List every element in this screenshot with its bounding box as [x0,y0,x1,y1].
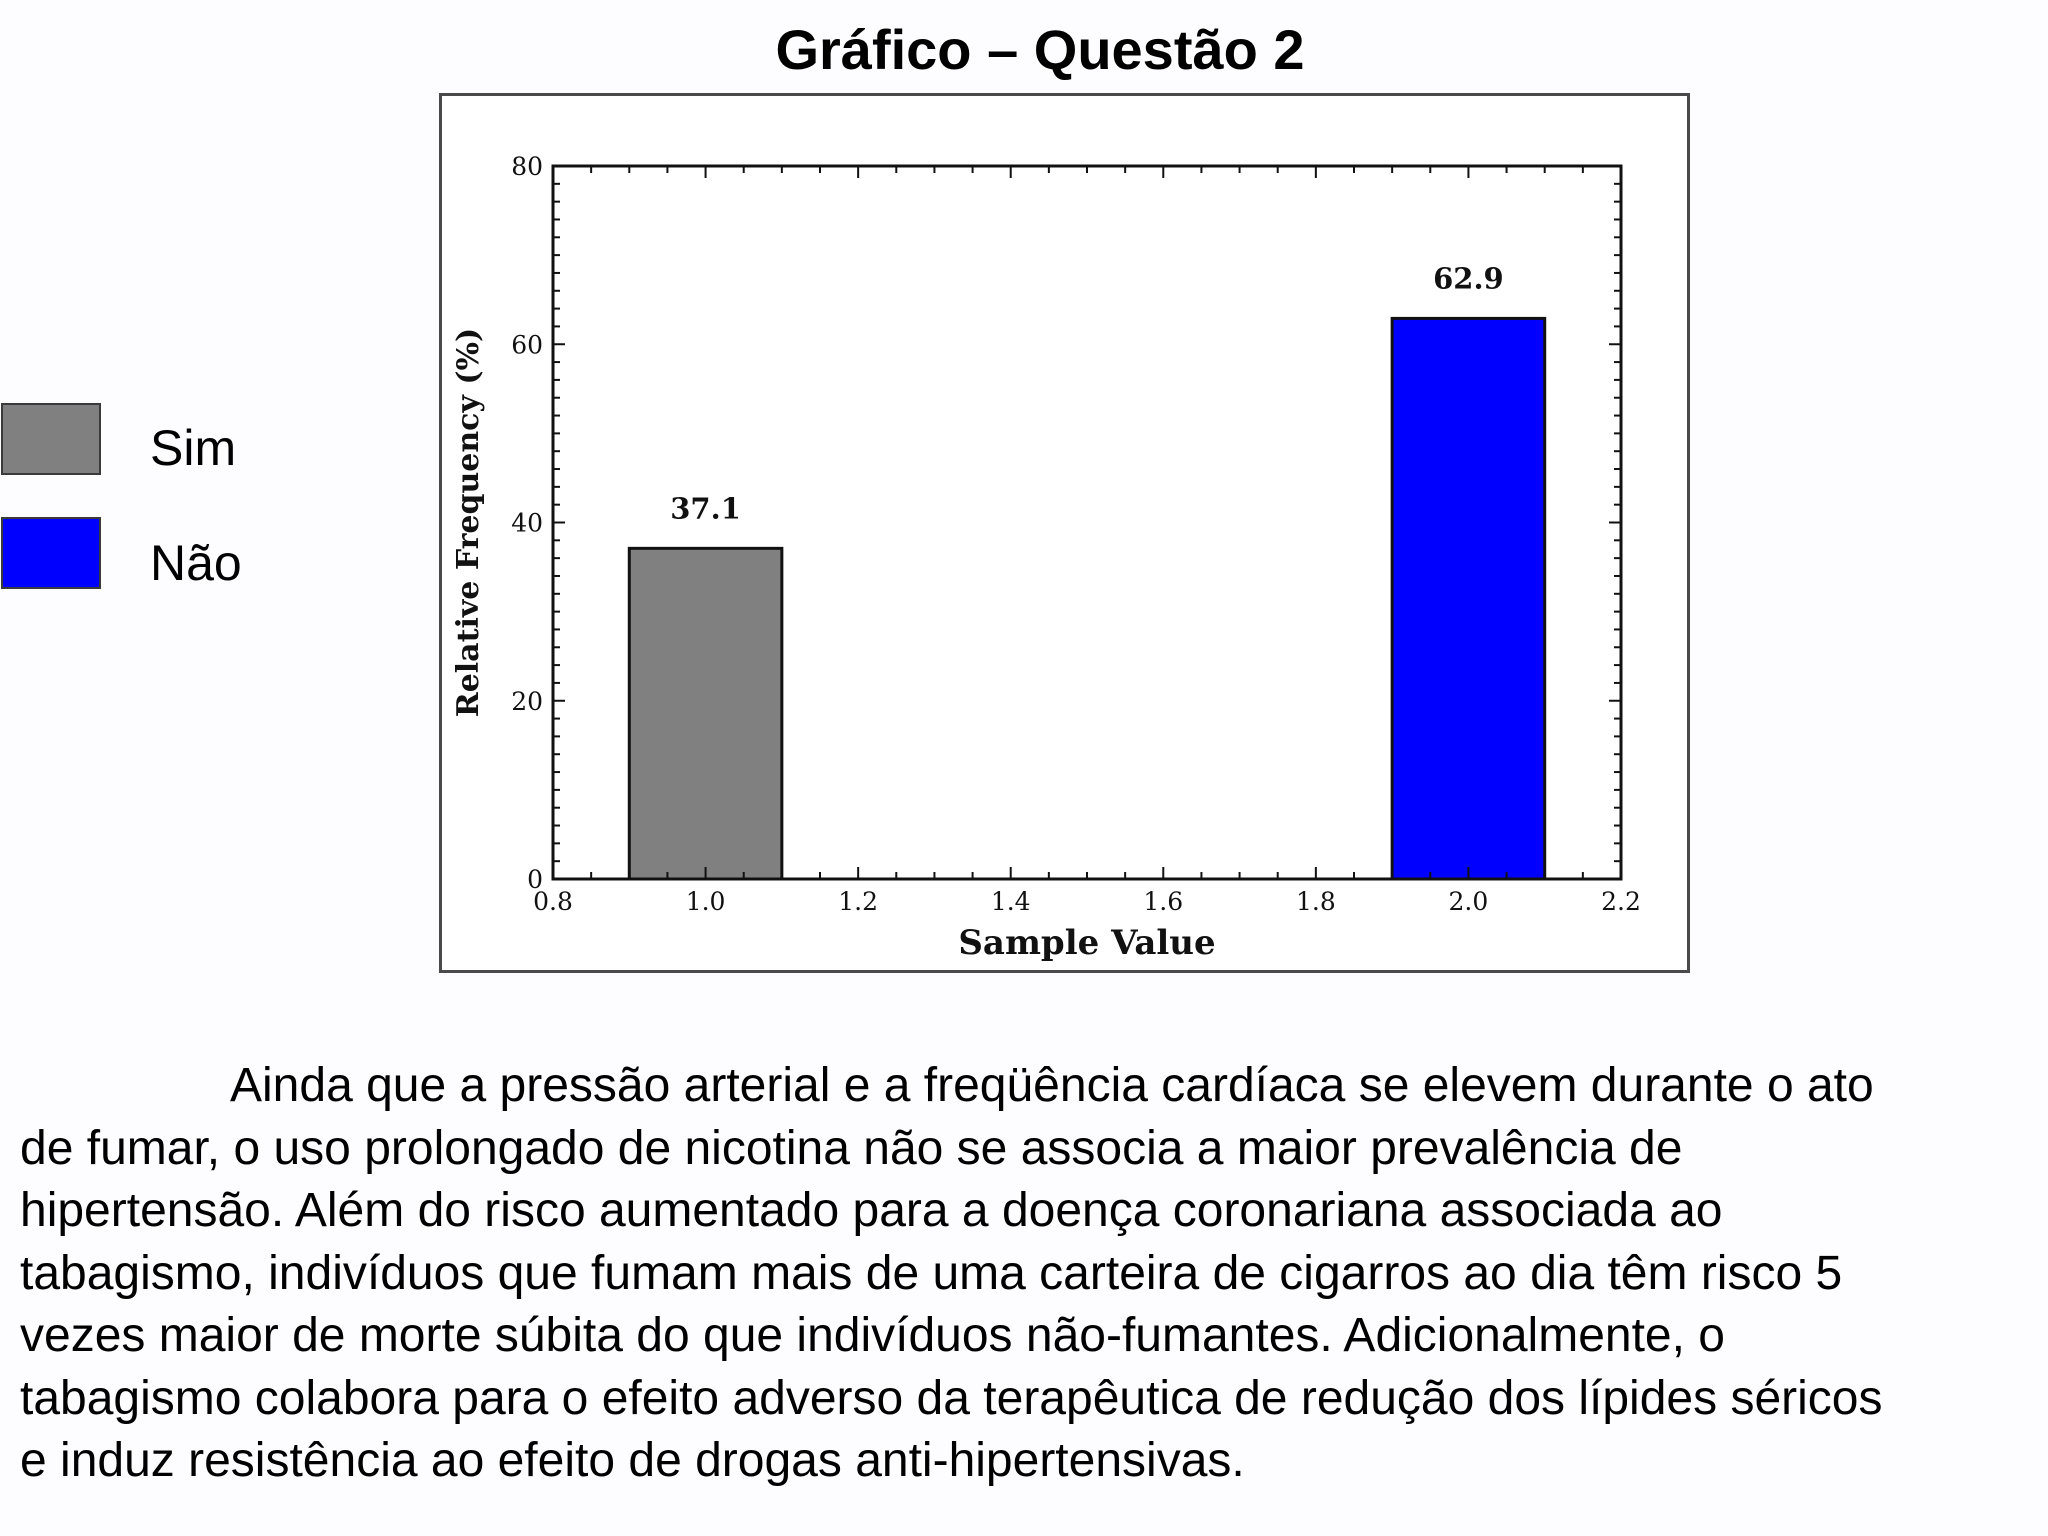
legend-swatch-sim [1,403,101,475]
legend-swatch-nao [1,517,101,589]
y-axis-title: Relative Frequency (%) [451,328,486,717]
body-line: hipertensão. Além do risco aumentado par… [20,1184,1723,1237]
x-tick-label: 1.8 [1296,887,1336,916]
x-tick-label: 0.8 [533,887,573,916]
y-tick-label: 80 [511,152,543,181]
legend-label-nao: Não [150,535,242,591]
data-label: 62.9 [1433,261,1504,295]
y-tick-label: 40 [511,509,543,538]
legend-label-sim: Sim [150,420,237,476]
body-line: Ainda que a pressão arterial e a freqüên… [230,1059,1874,1112]
chart-frame: 37.1 62.9 0.8 1.0 1.2 1.4 1.6 1.8 2.0 2.2 0 20 40 60 8… [439,93,1690,973]
data-label: 37.1 [670,491,741,525]
x-tick-label: 1.2 [838,887,878,916]
body-line: e induz resistência ao efeito de drogas … [20,1434,1245,1487]
y-tick-label: 0 [527,865,543,894]
x-tick-label: 1.0 [686,887,726,916]
bar-chart: 37.1 62.9 0.8 1.0 1.2 1.4 1.6 1.8 2.0 2.2 0 20 40 60 8… [451,152,1641,963]
body-paragraph: Ainda que a pressão arterial e a freqüên… [20,1055,2040,1493]
x-tick-label: 2.0 [1449,887,1489,916]
x-tick-label: 1.4 [991,887,1031,916]
page-title: Gráfico – Questão 2 [775,18,1305,81]
y-tick-label: 20 [511,687,543,716]
bar [627,546,784,881]
y-tick-label: 60 [511,330,543,359]
x-tick-label: 2.2 [1601,887,1641,916]
x-tick-label: 1.6 [1143,887,1183,916]
body-line: de fumar, o uso prolongado de nicotina n… [20,1121,1683,1175]
body-line: tabagismo colabora para o efeito adverso… [20,1371,1883,1425]
body-line: tabagismo, indivíduos que fumam mais de … [20,1246,1843,1300]
bar [1390,316,1547,881]
body-line: vezes maior de morte súbita do que indiv… [20,1309,1725,1362]
x-axis-title: Sample Value [958,923,1215,963]
